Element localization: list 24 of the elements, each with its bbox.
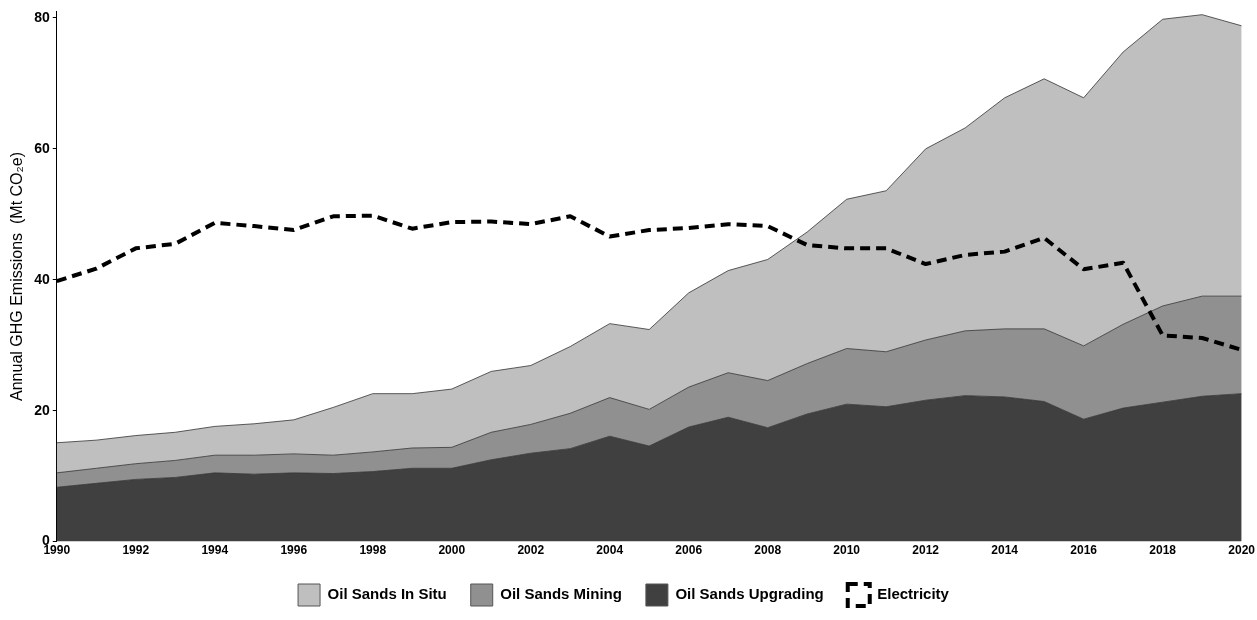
y-tick-label: 60 [34,139,50,156]
x-tick-label: 2010 [833,543,861,558]
y-axis-title: Annual GHG Emissions (Mt CO₂e) [8,152,26,401]
x-tick-label: 2008 [754,543,782,558]
y-tick-label: 40 [34,270,50,287]
y-tick-label: 20 [34,401,50,418]
x-tick-label: 2018 [1149,543,1177,558]
x-tick-label: 2020 [1228,543,1256,558]
x-tick-label: 2002 [517,543,545,558]
x-tick-label: 1992 [122,543,150,558]
x-tick-label: 1996 [280,543,308,558]
legend-label: Oil Sands Upgrading [675,585,824,603]
x-tick-label: 1998 [359,543,387,558]
x-tick-label: 2004 [596,543,624,558]
x-tick-label: 2014 [991,543,1019,558]
x-tick-label: 1994 [201,543,229,558]
legend-label: Electricity [877,585,950,603]
y-tick-label: 80 [34,8,50,25]
x-tick-label: 2000 [438,543,466,558]
legend-label: Oil Sands Mining [500,585,622,603]
legend-label: Oil Sands In Situ [327,585,447,603]
x-tick-label: 2012 [912,543,940,558]
x-tick-label: 2006 [675,543,703,558]
x-tick-label: 2016 [1070,543,1098,558]
